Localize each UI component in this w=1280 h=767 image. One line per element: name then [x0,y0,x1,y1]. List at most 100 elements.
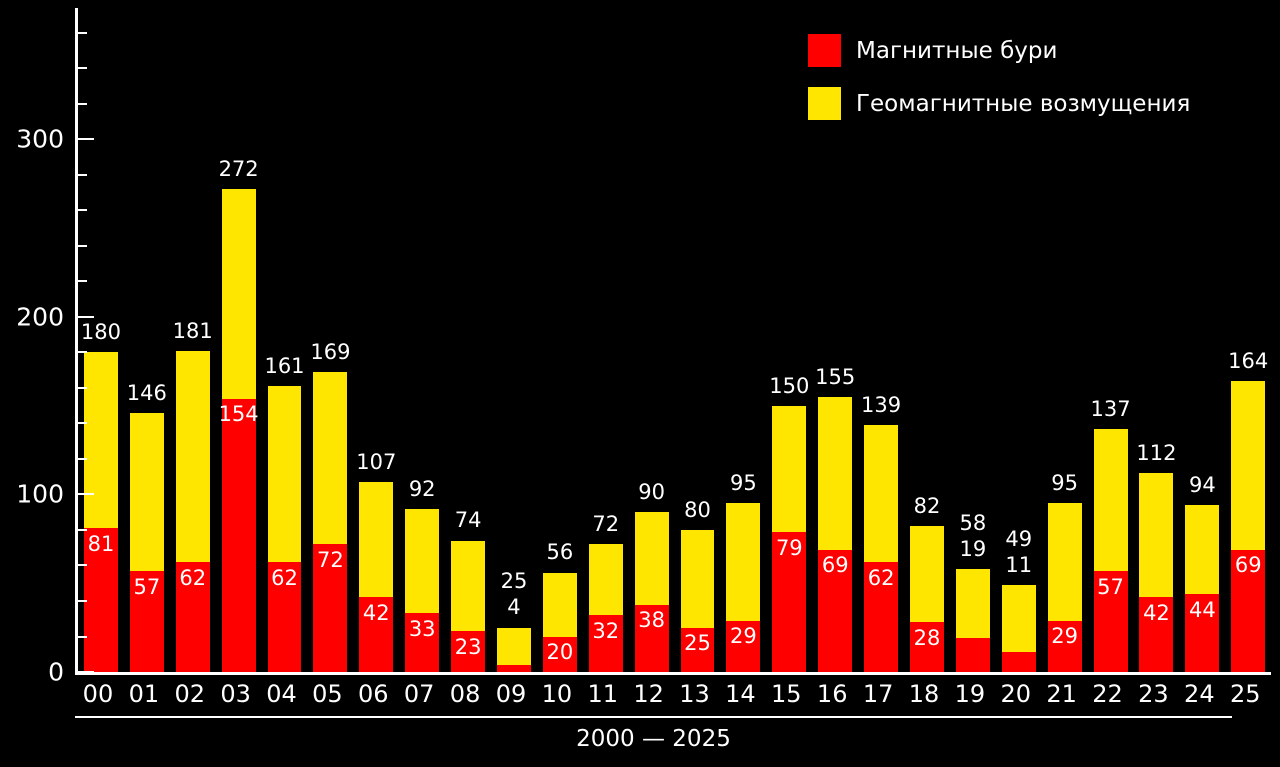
total-value-label: 74 [454,508,482,533]
y-major-tick [78,315,94,318]
x-tick-label-06: 06 [358,680,389,708]
y-minor-tick [78,386,87,389]
bar-14 [726,503,761,672]
y-minor-tick [78,209,87,212]
x-tick-label-00: 00 [82,680,114,708]
x-tick-label-25: 25 [1229,680,1261,708]
bar-group-16: 155 69 [812,8,858,672]
bar-group-20: 49 11 [996,8,1042,672]
segment-magnetic-storms [221,398,256,672]
bar-group-25: 164 69 [1225,8,1271,672]
x-tick-label-19: 19 [954,680,986,708]
bar-group-14: 95 29 [720,8,766,672]
red-value-label: 28 [913,626,941,651]
red-value-label: 42 [362,601,390,626]
segment-magnetic-storms [955,638,990,672]
bar-group-10: 56 20 [537,8,583,672]
segment-magnetic-storms [1001,652,1036,672]
segment-magnetic-storms [909,622,944,672]
bar-07 [405,508,440,672]
y-minor-tick [78,173,87,176]
x-tick-label-13: 13 [679,680,710,708]
total-value-label: 272 [218,156,259,181]
segment-magnetic-storms [588,615,623,672]
total-value-label: 94 [1188,472,1216,497]
red-value-label: 29 [1051,624,1079,649]
red-value-label: 32 [592,619,620,644]
bar-group-24: 94 44 [1179,8,1225,672]
x-tick-label-16: 16 [816,680,848,708]
segment-magnetic-storms [864,561,899,672]
x-tick-label-17: 17 [862,680,894,708]
red-value-label: 44 [1188,597,1216,622]
bar-21 [1047,503,1082,672]
total-value-label: 146 [126,380,167,405]
x-tick-label-21: 21 [1046,680,1077,708]
legend-swatch-yellow [808,87,841,120]
total-value-label: 80 [684,497,711,522]
bar-group-15: 150 79 [766,8,812,672]
bar-group-18: 82 28 [904,8,950,672]
bar-09 [496,627,531,672]
y-minor-tick [78,457,87,460]
y-minor-tick [78,422,87,425]
y-tick-label: 300 [16,124,64,154]
segment-magnetic-storms [818,549,853,672]
x-axis-labels: 00 01 02 03 04 05 06 07 08 09 10 11 12 13 14 15 16 17 18 19… [75,680,1268,708]
bar-group-07: 92 33 [399,8,445,672]
total-value-label: 180 [80,320,121,345]
y-minor-tick [78,564,87,567]
red-value-label: 19 [959,536,987,561]
red-value-label: 57 [133,574,161,599]
bar-23 [1139,473,1174,672]
x-tick-label-05: 05 [312,680,343,708]
y-minor-tick [78,351,87,354]
bar-18 [909,526,944,672]
y-minor-tick [78,528,87,531]
red-value-label: 57 [1097,574,1124,599]
total-value-label: 169 [310,339,351,364]
y-minor-tick [78,244,87,247]
segment-magnetic-storms [451,631,486,672]
y-minor-tick [78,280,87,283]
bar-02 [175,350,210,672]
red-value-label: 25 [684,631,711,656]
red-value-label: 154 [218,402,259,427]
bar-group-17: 139 62 [858,8,904,672]
bar-15 [772,405,807,672]
total-value-label: 139 [861,393,902,418]
x-tick-label-15: 15 [771,680,802,708]
bar-group-12: 90 38 [629,8,675,672]
red-value-label: 62 [179,565,207,590]
segment-magnetic-storms [405,613,440,672]
bar-01 [129,412,164,672]
red-value-label: 69 [821,553,849,578]
legend-item-magnetic-storms: Магнитные бури [808,34,1190,67]
bars-container: 180 81 146 57 181 62 272 154 161 62 169 72 107 42 92 33… [78,8,1271,672]
y-minor-tick [78,102,87,105]
bar-group-02: 181 62 [170,8,216,672]
bar-group-23: 112 42 [1133,8,1179,672]
total-value-label: 164 [1228,348,1269,373]
bar-group-05: 169 72 [307,8,353,672]
bar-17 [864,425,899,672]
x-tick-label-08: 08 [449,680,481,708]
total-value-label: 92 [408,476,436,501]
x-tick-label-22: 22 [1092,680,1123,708]
legend-label-magnetic-storms: Магнитные бури [856,37,1058,64]
bar-group-21: 95 29 [1042,8,1088,672]
segment-magnetic-storms [83,528,118,672]
bar-22 [1093,428,1128,672]
legend: Магнитные бури Геомагнитные возмущения [808,34,1190,140]
y-minor-tick [78,599,87,602]
red-value-label: 62 [271,565,298,590]
segment-magnetic-storms [175,561,210,672]
x-tick-label-10: 10 [541,680,573,708]
bar-08 [451,540,486,672]
bar-group-00: 180 81 [78,8,124,672]
total-value-label: 72 [592,512,620,537]
segment-magnetic-storms [129,570,164,672]
x-axis-rule [75,716,1232,718]
y-minor-tick [78,67,87,70]
segment-magnetic-storms [634,604,669,672]
